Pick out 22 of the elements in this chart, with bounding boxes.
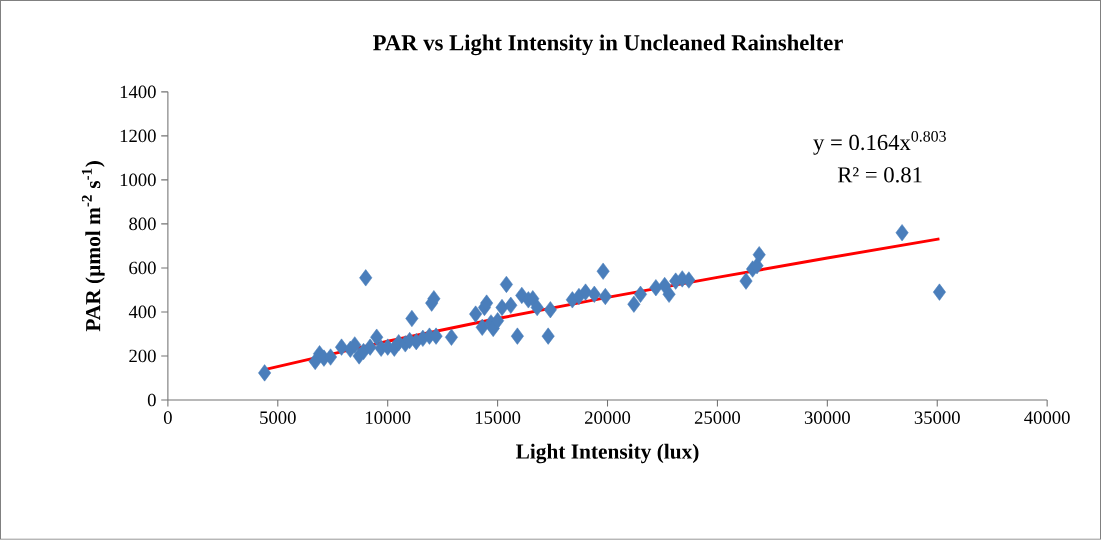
chart-title: PAR vs Light Intensity in Uncleaned Rainshelter: [373, 34, 843, 56]
x-axis-title: Light Intensity (lux): [515, 443, 699, 464]
x-tick-label: 0: [163, 411, 172, 425]
annotation: R² = 0.81: [837, 167, 922, 183]
y-tick-label: 200: [129, 349, 156, 363]
y-tick-label: 1200: [120, 129, 156, 143]
x-tick-label: 30000: [804, 411, 850, 425]
y-tick-label: 0: [147, 393, 156, 407]
x-tick-label: 15000: [475, 411, 521, 425]
x-tick-label: 40000: [1024, 411, 1070, 425]
x-tick-label: 5000: [260, 411, 296, 425]
y-tick-label: 400: [128, 305, 156, 319]
x-tick-label: 20000: [584, 411, 631, 425]
y-tick-label: 1000: [120, 173, 156, 187]
y-tick-label: 1400: [120, 85, 156, 99]
x-tick-label: 25000: [694, 411, 741, 425]
y-tick-label: 800: [129, 217, 156, 231]
y-axis-title: PAR (µmol m$^{-2}$ s$^{-1}$): [81, 161, 105, 332]
y-tick-label: 600: [129, 261, 156, 275]
x-tick-label: 10000: [365, 411, 411, 425]
x-tick-label: 35000: [914, 411, 960, 425]
annotation: y = 0.164x$^{0.803}$: [813, 131, 946, 155]
